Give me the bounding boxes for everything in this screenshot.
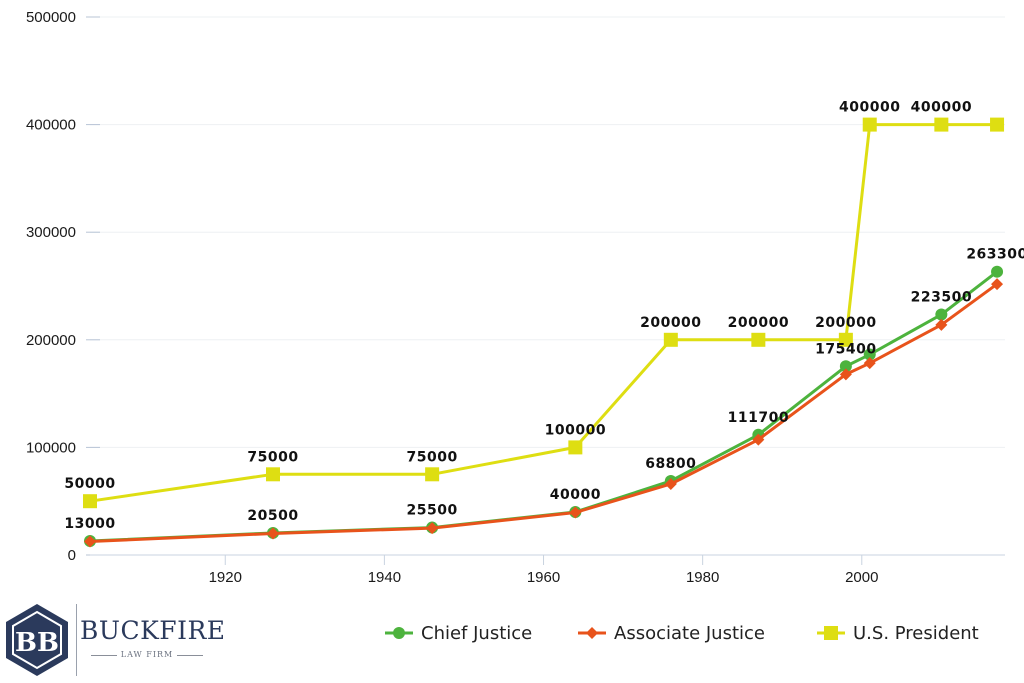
point-u-s-president — [862, 117, 877, 132]
brand-name: BUCKFIRE — [80, 616, 226, 645]
y-tick-label: 100000 — [26, 439, 76, 456]
legend-label: Associate Justice — [614, 623, 765, 644]
data-label: 400000 — [839, 100, 900, 116]
point-u-s-president — [990, 117, 1005, 132]
legend-label: U.S. President — [853, 623, 979, 644]
brand-tagline: LAW FIRM — [84, 650, 210, 659]
x-axis: 1920 1940 1960 1980 2000 — [90, 554, 1005, 586]
point-associate-justice — [426, 522, 439, 535]
series-u-s-president — [83, 117, 1005, 509]
point-associate-justice — [84, 535, 96, 548]
y-tick-label: 400000 — [26, 117, 76, 134]
series-line-associate-justice — [89, 282, 998, 544]
data-labels: 50000 75000 75000 100000 200000 200000 200000 4… — [64, 100, 1024, 532]
point-chief-justice — [935, 308, 948, 321]
point-u-s-president — [568, 440, 583, 455]
legend-marker-square-icon — [824, 626, 838, 640]
series-line-u-s-president — [89, 123, 998, 503]
data-label: 400000 — [911, 100, 972, 116]
legend-marker-diamond-icon — [586, 627, 598, 639]
data-label: 20500 — [247, 508, 298, 524]
data-label: 25500 — [407, 503, 458, 519]
x-tick-label: 1940 — [368, 569, 401, 586]
data-label: 111700 — [728, 410, 789, 426]
point-associate-justice — [935, 318, 948, 331]
point-u-s-president — [663, 332, 678, 347]
y-tick-label: 0 — [68, 547, 76, 564]
logo-divider — [76, 604, 77, 676]
data-label: 75000 — [407, 449, 458, 465]
point-associate-justice — [839, 368, 852, 381]
hexagon-monogram-icon: BB — [6, 604, 68, 676]
data-label: 223500 — [911, 290, 972, 306]
point-u-s-president — [751, 332, 766, 347]
point-u-s-president — [934, 117, 949, 132]
point-associate-justice — [569, 506, 582, 519]
legend-marker-circle-icon — [393, 627, 405, 639]
point-u-s-president — [266, 467, 280, 482]
x-tick-label: 2000 — [845, 569, 878, 586]
y-tick-label: 500000 — [26, 9, 76, 26]
series-line-chief-justice — [89, 270, 998, 543]
legend-item-u-s-president[interactable]: U.S. President — [817, 623, 979, 644]
data-label: 175400 — [815, 341, 876, 357]
point-associate-justice — [863, 357, 876, 370]
point-u-s-president — [425, 467, 440, 482]
y-tick-label: 200000 — [26, 332, 76, 349]
data-label: 50000 — [64, 476, 115, 492]
data-label: 200000 — [728, 315, 789, 331]
logo-monogram: BB — [15, 628, 59, 658]
data-label: 100000 — [545, 422, 606, 438]
data-label: 263300 — [966, 247, 1024, 263]
series-layer — [83, 117, 1005, 548]
buckfire-logo: BB — [0, 600, 240, 680]
x-tick-label: 1960 — [527, 569, 560, 586]
legend: Chief Justice Associate Justice U.S. Presi… — [385, 623, 979, 644]
legend-item-chief-justice[interactable]: Chief Justice — [385, 623, 532, 644]
y-axis: 0 100000 200000 300000 400000 500000 — [26, 9, 100, 564]
legend-item-associate-justice[interactable]: Associate Justice — [578, 623, 765, 644]
data-label: 200000 — [640, 315, 701, 331]
point-associate-justice — [991, 278, 1004, 291]
point-chief-justice — [991, 265, 1004, 278]
point-associate-justice — [752, 433, 765, 446]
data-label: 68800 — [645, 456, 696, 472]
point-u-s-president — [83, 494, 97, 509]
legend-label: Chief Justice — [421, 623, 532, 644]
series-associate-justice — [84, 278, 1004, 548]
series-chief-justice — [84, 265, 1004, 548]
point-chief-justice — [839, 360, 852, 373]
gridlines — [90, 16, 1005, 448]
x-tick-label: 1980 — [686, 569, 719, 586]
point-chief-justice — [863, 348, 876, 361]
data-label: 40000 — [550, 487, 601, 503]
point-u-s-president — [838, 332, 853, 347]
data-label: 75000 — [247, 449, 298, 465]
x-tick-label: 1920 — [209, 569, 242, 586]
point-associate-justice — [664, 477, 677, 490]
y-tick-label: 300000 — [26, 224, 76, 241]
data-label: 200000 — [815, 315, 876, 331]
point-associate-justice — [267, 527, 279, 540]
data-label: 13000 — [64, 516, 115, 532]
